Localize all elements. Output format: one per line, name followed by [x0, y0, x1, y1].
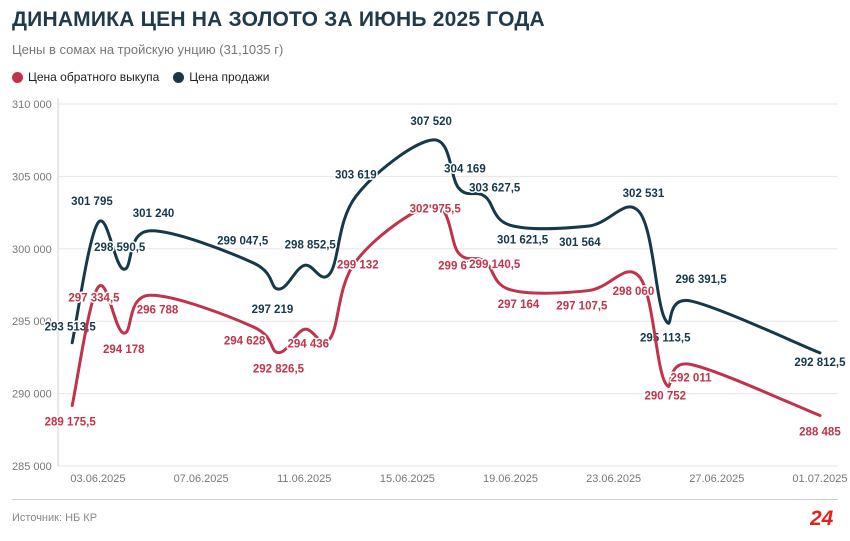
data-label-halo-buy: 299 674 [438, 261, 480, 273]
data-label-sell: 296 391,5 [675, 274, 727, 286]
data-label-sell: 301 564 [559, 237, 601, 249]
data-label-sell: 297 219 [252, 304, 294, 316]
data-label-halo-buy: 298 060 [613, 286, 655, 298]
data-label-halo-buy: 297 334,5 [68, 292, 120, 304]
data-label-sell: 292 812,5 [794, 357, 846, 369]
chart-subtitle: Цены в сомах на тройскую унцию (31,1035 … [12, 42, 284, 57]
data-label-halo-buy: 297 164 [498, 299, 540, 311]
data-label-halo-sell: 298 852,5 [285, 239, 337, 251]
data-label-halo-sell: 304 169 [444, 163, 486, 175]
data-label-sell: 293 513,5 [45, 322, 97, 334]
data-label-buy: 299 140,5 [469, 259, 521, 271]
data-label-halo-sell: 292 812,5 [794, 357, 846, 369]
data-label-buy: 297 107,5 [556, 301, 608, 313]
x-tick-label: 15.06.2025 [380, 473, 435, 485]
x-tick-label: 27.06.2025 [689, 473, 744, 485]
svg-text:24: 24 [810, 507, 834, 530]
data-label-halo-buy: 292 826,5 [253, 364, 305, 376]
data-label-halo-buy: 299 140,5 [469, 259, 521, 271]
y-tick-label: 310 000 [12, 99, 52, 111]
x-tick-label: 03.06.2025 [70, 473, 125, 485]
data-label-buy: 294 178 [103, 344, 145, 356]
x-tick-label: 23.06.2025 [586, 473, 641, 485]
y-tick-label: 300 000 [12, 244, 52, 256]
data-label-sell: 295 113,5 [640, 333, 691, 345]
data-label-halo-buy: 294 628 [224, 336, 266, 348]
data-label-halo-sell: 302 531 [623, 188, 665, 200]
data-label-buy: 296 788 [137, 304, 179, 316]
data-label-buy: 292 826,5 [253, 364, 305, 376]
data-label-buy: 290 752 [644, 391, 686, 403]
legend-item-sell: Цена продажи [173, 70, 269, 84]
legend-label-sell: Цена продажи [189, 70, 270, 84]
series-line-sell [70, 138, 822, 355]
data-label-halo-buy: 292 011 [671, 372, 713, 384]
line-chart: 285 000 290 000 295 000 300 000 305 000 310 0… [12, 98, 848, 485]
data-label-halo-buy: 299 132 [337, 259, 379, 271]
data-label-halo-sell: 307 520 [410, 116, 452, 128]
data-label-halo-sell: 301 240 [133, 208, 175, 220]
data-label-buy: 299 132 [337, 259, 379, 271]
legend-swatch-sell [173, 71, 185, 83]
y-tick-label: 295 000 [12, 316, 52, 328]
data-label-sell: 298 590,5 [94, 242, 146, 254]
data-label-sell: 299 047,5 [217, 236, 269, 248]
data-label-halo-buy: 290 752 [644, 391, 686, 403]
data-label-halo-sell: 301 795 [71, 196, 113, 208]
data-label-sell: 301 240 [133, 208, 175, 220]
data-label-sell: 298 852,5 [285, 239, 337, 251]
x-tick-label: 19.06.2025 [483, 473, 538, 485]
data-label-sell: 304 169 [444, 163, 486, 175]
legend-item-buy: Цена обратного выкупа [12, 70, 159, 84]
data-label-sell: 302 531 [623, 188, 665, 200]
data-label-halo-buy: 294 436 [287, 338, 329, 350]
series-line-buy [70, 204, 822, 418]
data-label-halo-sell: 299 047,5 [217, 236, 269, 248]
data-label-halo-buy: 297 107,5 [556, 301, 608, 313]
chart-title: ДИНАМИКА ЦЕН НА ЗОЛОТО ЗА ИЮНЬ 2025 ГОДА [12, 8, 545, 31]
data-label-buy: 297 164 [498, 299, 540, 311]
data-label-buy: 294 628 [224, 336, 266, 348]
data-label-halo-sell: 303 627,5 [469, 182, 521, 194]
data-label-halo-sell: 298 590,5 [94, 242, 146, 254]
data-label-halo-buy: 288 485 [799, 427, 841, 439]
brand-logo: 24 [809, 506, 836, 535]
y-tick-label: 290 000 [12, 389, 52, 401]
source-note: Источник: НБ КР [12, 512, 98, 524]
data-label-halo-sell: 296 391,5 [675, 274, 727, 286]
legend-swatch-buy [12, 71, 23, 83]
data-label-buy: 298 060 [613, 286, 655, 298]
data-label-buy: 288 485 [799, 427, 841, 439]
data-label-halo-sell: 301 621,5 [497, 234, 549, 246]
data-label-halo-buy: 294 178 [103, 344, 145, 356]
y-tick-label: 305 000 [12, 171, 52, 183]
data-label-halo-buy: 302 975,5 [410, 204, 462, 216]
legend-label-buy: Цена обратного выкупа [28, 70, 160, 84]
data-label-buy: 302 975,5 [410, 204, 462, 216]
data-label-halo-sell: 301 564 [559, 237, 601, 249]
chart-legend: Цена обратного выкупа Цена продажи [12, 70, 269, 84]
data-label-buy: 299 674 [438, 261, 480, 273]
data-label-sell: 301 795 [71, 196, 113, 208]
data-label-sell: 301 621,5 [497, 234, 549, 246]
x-tick-label: 07.06.2025 [174, 473, 229, 485]
x-tick-label: 01.07.2025 [792, 473, 847, 485]
footer-divider [12, 499, 838, 500]
data-label-halo-buy: 296 788 [137, 304, 179, 316]
y-tick-label: 285 000 [12, 461, 52, 473]
data-label-halo-sell: 297 219 [252, 304, 294, 316]
data-label-buy: 297 334,5 [68, 292, 120, 304]
data-label-sell: 307 520 [410, 116, 452, 128]
x-tick-label: 11.06.2025 [277, 473, 331, 485]
data-label-sell: 303 619 [335, 169, 377, 181]
data-label-buy: 294 436 [287, 338, 329, 350]
data-label-sell: 303 627,5 [469, 182, 521, 194]
data-label-halo-buy: 289 175,5 [45, 417, 97, 429]
data-label-halo-sell: 303 619 [335, 169, 377, 181]
data-label-buy: 292 011 [671, 372, 713, 384]
data-label-halo-sell: 295 113,5 [640, 333, 691, 345]
data-label-buy: 289 175,5 [45, 417, 97, 429]
